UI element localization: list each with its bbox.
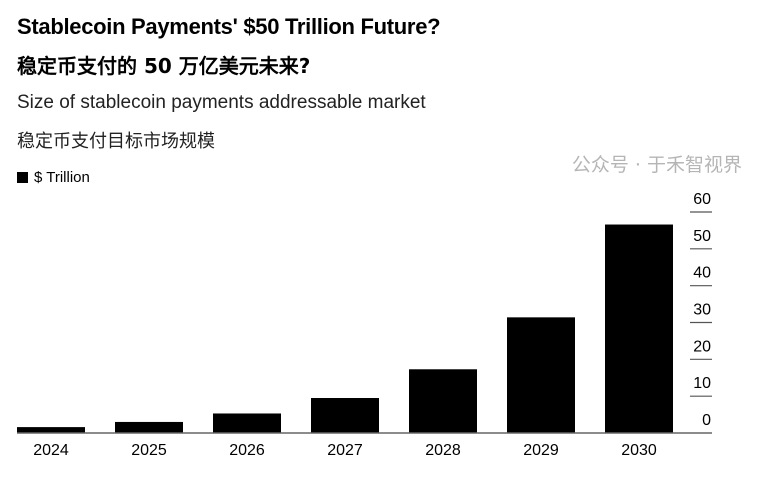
chart-title: Stablecoin Payments' $50 Trillion Future…: [17, 14, 441, 39]
y-tick-label: 60: [693, 191, 711, 208]
bar-2025: [115, 421, 183, 433]
chart-subtitle: Size of stablecoin payments addressable …: [17, 92, 426, 113]
bar-2027: [311, 398, 379, 433]
bar-2024: [17, 427, 85, 433]
watermark: 公众号 · 于禾智视界: [571, 154, 742, 176]
chart-title-zh: 稳定币支付的 50 万亿美元未来?: [17, 54, 311, 78]
bar-2026: [213, 413, 281, 433]
x-tick-label: 2027: [327, 442, 363, 459]
x-tick-label: 2030: [621, 442, 657, 459]
legend-label: $ Trillion: [34, 169, 90, 186]
x-tick-label: 2026: [229, 442, 265, 459]
x-tick-label: 2028: [425, 442, 461, 459]
bar-2029: [507, 317, 575, 433]
x-tick-label: 2024: [33, 442, 69, 459]
legend: $ Trillion: [17, 169, 90, 186]
legend-swatch: [17, 172, 28, 183]
x-tick-label: 2029: [523, 442, 559, 459]
y-tick-label: 40: [693, 265, 711, 282]
y-tick-label: 20: [693, 338, 711, 355]
y-tick-label: 50: [693, 228, 711, 245]
y-tick-label: 30: [693, 302, 711, 319]
y-tick-label: 0: [702, 412, 711, 429]
y-tick-label: 10: [693, 375, 711, 392]
chart-subtitle-zh: 稳定币支付目标市场规模: [17, 131, 215, 152]
x-tick-label: 2025: [131, 442, 167, 459]
bar-2030: [605, 224, 673, 433]
bar-2028: [409, 369, 477, 433]
